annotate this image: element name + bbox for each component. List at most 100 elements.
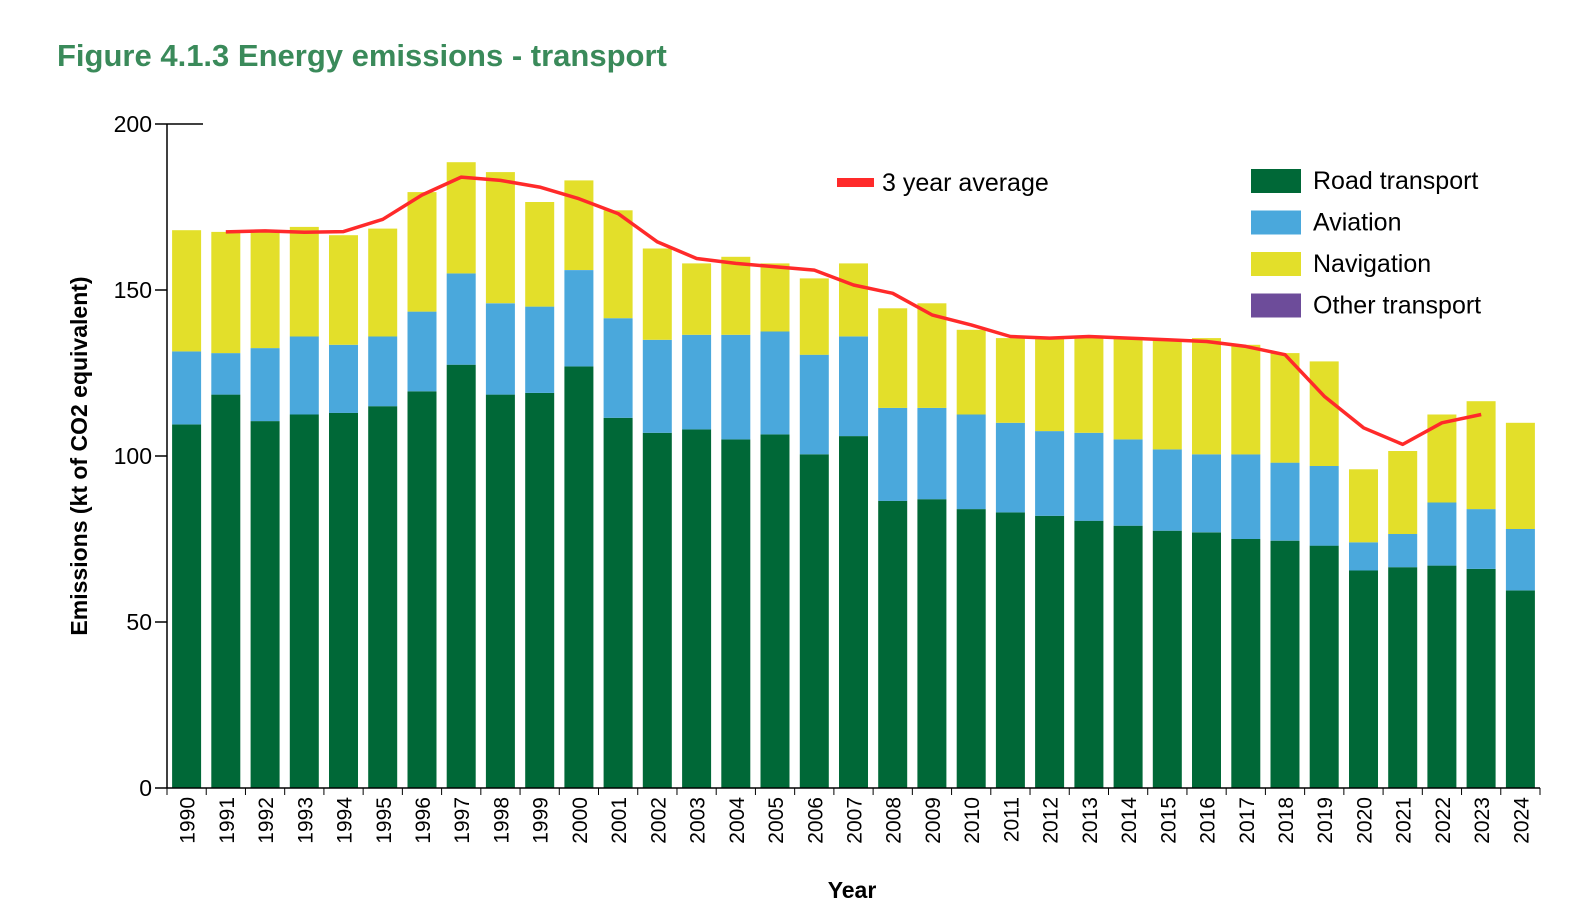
bar-road-transport-2018 xyxy=(1270,540,1300,788)
bar-road-transport-2020 xyxy=(1349,570,1378,788)
bar-navigation-2009 xyxy=(917,303,947,408)
bar-aviation-2005 xyxy=(760,331,790,435)
bar-aviation-2010 xyxy=(956,414,986,510)
x-tick-label-1992: 1992 xyxy=(255,797,278,844)
bar-road-transport-1999 xyxy=(525,392,555,788)
bar-navigation-1990 xyxy=(172,230,202,352)
x-tick-label-1995: 1995 xyxy=(373,797,396,844)
line-3-year-average xyxy=(225,175,1482,447)
bar-navigation-1996 xyxy=(407,192,437,312)
x-tick-label-2004: 2004 xyxy=(726,797,749,844)
bar-navigation-1995 xyxy=(368,228,398,337)
bar-aviation-2002 xyxy=(642,339,672,433)
x-tick-label-1996: 1996 xyxy=(412,797,435,844)
bar-aviation-2020 xyxy=(1349,542,1378,571)
bar-navigation-2007 xyxy=(839,263,868,337)
bar-aviation-1991 xyxy=(211,353,241,395)
bar-road-transport-2023 xyxy=(1466,568,1496,788)
bar-road-transport-2014 xyxy=(1113,525,1143,788)
x-tick-label-1990: 1990 xyxy=(177,797,200,844)
x-tick-label-1997: 1997 xyxy=(451,797,474,844)
legend-swatch-navigation xyxy=(1251,252,1301,276)
x-tick-label-2000: 2000 xyxy=(569,797,592,844)
legend-swatch-aviation xyxy=(1251,210,1301,235)
bar-navigation-1993 xyxy=(289,226,319,337)
bar-aviation-2023 xyxy=(1466,509,1496,569)
bar-aviation-2022 xyxy=(1427,502,1457,566)
x-tick-labels: 1990 1991 1992 1993 1994 1995 1996 1997 1998 1999… xyxy=(177,797,1534,844)
legend: 3 year average Road transport Aviation Navi… xyxy=(837,167,1481,320)
bar-navigation-2000 xyxy=(564,180,594,270)
bar-aviation-2009 xyxy=(917,407,947,500)
bar-navigation-1998 xyxy=(485,172,515,304)
x-tick-label-1994: 1994 xyxy=(334,797,357,844)
bar-road-transport-2015 xyxy=(1152,530,1182,788)
bar-navigation-2016 xyxy=(1192,338,1221,455)
legend-swatch-other-transport xyxy=(1251,293,1301,318)
bar-road-transport-2005 xyxy=(760,434,790,788)
bar-navigation-2020 xyxy=(1349,469,1378,543)
bar-aviation-2013 xyxy=(1074,432,1104,521)
bar-aviation-2003 xyxy=(682,334,712,430)
bar-navigation-2003 xyxy=(682,263,712,335)
bar-navigation-2014 xyxy=(1113,338,1143,440)
bar-navigation-2010 xyxy=(956,329,986,415)
bar-navigation-2008 xyxy=(878,308,908,408)
legend-swatch-road-transport xyxy=(1251,169,1301,193)
bar-aviation-1993 xyxy=(289,336,319,415)
bar-navigation-2002 xyxy=(642,248,672,340)
bar-navigation-2015 xyxy=(1152,339,1182,450)
bar-aviation-2021 xyxy=(1388,534,1418,568)
bar-aviation-1997 xyxy=(446,273,476,365)
legend-swatch-3-year-average xyxy=(837,178,874,187)
x-tick-label-2014: 2014 xyxy=(1118,797,1141,844)
x-tick-label-2012: 2012 xyxy=(1040,797,1063,844)
bar-navigation-2004 xyxy=(721,256,751,335)
x-tick-label-2006: 2006 xyxy=(804,797,827,844)
bar-navigation-2006 xyxy=(799,278,829,355)
bar-road-transport-2002 xyxy=(642,432,672,788)
x-tick-label-2009: 2009 xyxy=(922,797,945,844)
x-tick-label-2017: 2017 xyxy=(1236,797,1259,844)
bar-road-transport-1992 xyxy=(250,421,280,788)
bar-aviation-2012 xyxy=(1035,431,1065,516)
legend-label-road-transport: Road transport xyxy=(1313,167,1478,195)
axes-layer xyxy=(155,123,1541,795)
x-tick-label-2007: 2007 xyxy=(844,797,867,844)
bar-road-transport-2012 xyxy=(1035,515,1065,788)
bar-navigation-2012 xyxy=(1035,336,1065,432)
bar-road-transport-2021 xyxy=(1388,567,1418,788)
x-tick-label-2016: 2016 xyxy=(1197,797,1220,844)
bar-navigation-2023 xyxy=(1466,401,1496,510)
x-tick-label-1991: 1991 xyxy=(216,797,239,844)
bar-road-transport-1994 xyxy=(329,412,358,788)
bar-road-transport-2017 xyxy=(1231,539,1261,788)
bar-aviation-2024 xyxy=(1505,529,1535,591)
x-tick-label-2024: 2024 xyxy=(1510,797,1533,844)
bar-aviation-1992 xyxy=(250,348,280,422)
x-tick-label-2015: 2015 xyxy=(1157,797,1180,844)
bar-aviation-2000 xyxy=(564,270,594,367)
x-tick-label-2022: 2022 xyxy=(1432,797,1455,844)
average-line-layer xyxy=(225,175,1482,447)
x-tick-label-2001: 2001 xyxy=(608,797,631,844)
x-tick-label-2002: 2002 xyxy=(647,797,670,844)
bar-aviation-2006 xyxy=(799,354,829,455)
bar-road-transport-1993 xyxy=(289,414,319,788)
bar-aviation-2007 xyxy=(839,336,868,437)
y-axis-title: Emissions (kt of CO2 equivalent) xyxy=(66,276,92,635)
bar-navigation-2019 xyxy=(1309,361,1339,466)
x-tick-label-2013: 2013 xyxy=(1079,797,1102,844)
bar-navigation-2005 xyxy=(760,263,790,332)
bar-road-transport-2007 xyxy=(839,436,868,788)
bar-road-transport-2019 xyxy=(1309,545,1339,788)
bar-aviation-1990 xyxy=(172,351,202,425)
bar-aviation-2008 xyxy=(878,407,908,501)
y-tick-label-100: 100 xyxy=(114,443,152,469)
bar-navigation-2011 xyxy=(995,338,1025,423)
x-tick-label-2003: 2003 xyxy=(687,797,710,844)
x-axis-title: Year xyxy=(828,877,877,903)
bar-aviation-2014 xyxy=(1113,439,1143,526)
chart-title: Figure 4.1.3 Energy emissions - transpor… xyxy=(57,38,667,73)
